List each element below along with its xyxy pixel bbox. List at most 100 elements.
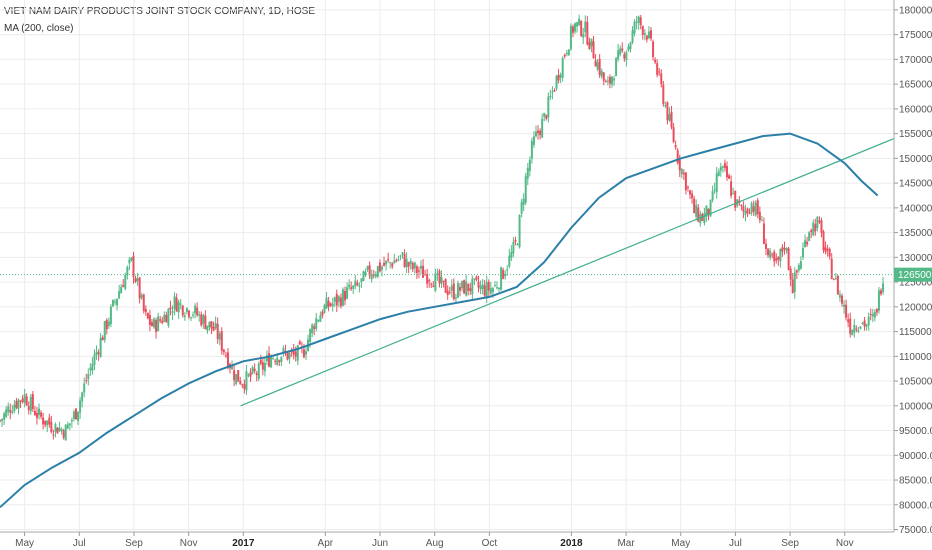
candle-body xyxy=(534,131,537,137)
candle-body xyxy=(744,210,747,215)
candle-body xyxy=(504,273,507,276)
candle-body xyxy=(165,314,168,323)
candle-body xyxy=(623,54,626,59)
x-tick-label: Jul xyxy=(729,538,742,549)
candle-body xyxy=(532,136,535,145)
candle-body xyxy=(372,274,375,276)
candle-body xyxy=(31,394,34,409)
candle-body xyxy=(840,295,843,304)
x-tick-label: Jul xyxy=(73,538,86,549)
y-tick-label: 75000.0 xyxy=(899,525,932,536)
candle-body xyxy=(456,283,459,298)
candle-body xyxy=(411,263,414,270)
candle-body xyxy=(64,425,67,441)
y-axis[interactable]: 75000.0 80000.0 85000.0 90000.0 95000.0 10000… xyxy=(893,0,932,536)
candle-body xyxy=(364,271,367,276)
candle-body xyxy=(278,360,281,363)
candle-body xyxy=(537,130,540,134)
candle-body xyxy=(329,303,332,306)
overlays xyxy=(0,132,895,509)
candle-body xyxy=(144,308,147,313)
y-tick-label: 125000.0 xyxy=(899,278,932,289)
x-tick-label: Sep xyxy=(781,538,799,549)
indicator-label[interactable]: MA (200, close) xyxy=(4,23,74,34)
candle-body xyxy=(812,222,815,236)
candle-body xyxy=(469,288,472,292)
last-price-tag-bg xyxy=(894,267,932,282)
candle-body xyxy=(785,247,788,251)
y-tick-label: 145000.0 xyxy=(899,179,932,190)
x-axis[interactable]: May Jul Sep Nov 2017 Apr Jun Aug Oct 2018 Mar May Ju… xyxy=(0,531,894,549)
candle-body xyxy=(155,320,158,332)
candle-body xyxy=(522,198,525,205)
candle-body xyxy=(561,58,564,78)
candle-body xyxy=(341,289,344,306)
candle-body xyxy=(526,167,529,179)
candle-body xyxy=(493,285,496,287)
candle-body xyxy=(461,281,464,289)
candle-body xyxy=(430,283,433,285)
candle-body xyxy=(682,172,685,175)
candle-body xyxy=(231,366,234,370)
candle-body xyxy=(806,241,809,245)
candle-body xyxy=(549,96,552,98)
candle-body xyxy=(793,272,796,293)
candle-body xyxy=(286,352,289,360)
candle-body xyxy=(512,241,515,254)
candle-body xyxy=(489,288,492,294)
candle-body xyxy=(89,367,92,371)
candle-body xyxy=(251,367,254,374)
candle-body xyxy=(748,212,751,214)
candle-body xyxy=(136,278,139,281)
candle-body xyxy=(241,384,244,386)
candle-body xyxy=(882,283,885,292)
candle-body xyxy=(777,256,780,260)
candle-body xyxy=(274,360,277,362)
candle-body xyxy=(48,417,51,425)
candle-body xyxy=(567,49,570,56)
candle-body xyxy=(826,248,829,251)
candle-body xyxy=(391,263,394,267)
candle-body xyxy=(148,314,151,325)
candle-body xyxy=(481,284,484,289)
candle-body xyxy=(93,354,96,365)
candle-body xyxy=(56,427,59,434)
candle-body xyxy=(265,355,268,362)
candle-body xyxy=(399,255,402,257)
candle-body xyxy=(608,76,611,84)
candle-body xyxy=(370,274,373,280)
y-tick-label: 175000.0 xyxy=(899,30,932,41)
candle-body xyxy=(530,141,533,159)
candle-body xyxy=(346,287,349,299)
candle-body xyxy=(580,21,583,36)
candle-body xyxy=(699,213,702,224)
candle-body xyxy=(348,284,351,288)
candle-body xyxy=(13,404,16,412)
candle-body xyxy=(584,21,587,33)
candle-body xyxy=(450,285,453,291)
y-tick-label: 165000.0 xyxy=(899,80,932,91)
candle-body xyxy=(335,293,338,306)
candle-body xyxy=(52,434,55,436)
y-tick-label: 170000.0 xyxy=(899,55,932,66)
candle-body xyxy=(808,232,811,241)
candle-body xyxy=(689,190,692,195)
candle-body xyxy=(836,276,839,295)
candle-body xyxy=(508,255,511,267)
candle-body xyxy=(255,373,258,375)
candle-body xyxy=(376,266,379,277)
candle-body xyxy=(183,315,186,318)
candle-body xyxy=(672,127,675,142)
candle-body xyxy=(29,396,32,412)
y-tick-label: 110000.0 xyxy=(899,352,932,363)
candle-body xyxy=(723,163,726,169)
candle-body xyxy=(337,296,340,303)
candle-body xyxy=(645,35,648,40)
candle-body xyxy=(380,266,383,270)
candle-body xyxy=(189,317,192,319)
candle-body xyxy=(385,260,388,265)
y-tick-label: 140000.0 xyxy=(899,203,932,214)
candle-body xyxy=(830,258,833,279)
y-tick-label: 180000.0 xyxy=(899,5,932,16)
